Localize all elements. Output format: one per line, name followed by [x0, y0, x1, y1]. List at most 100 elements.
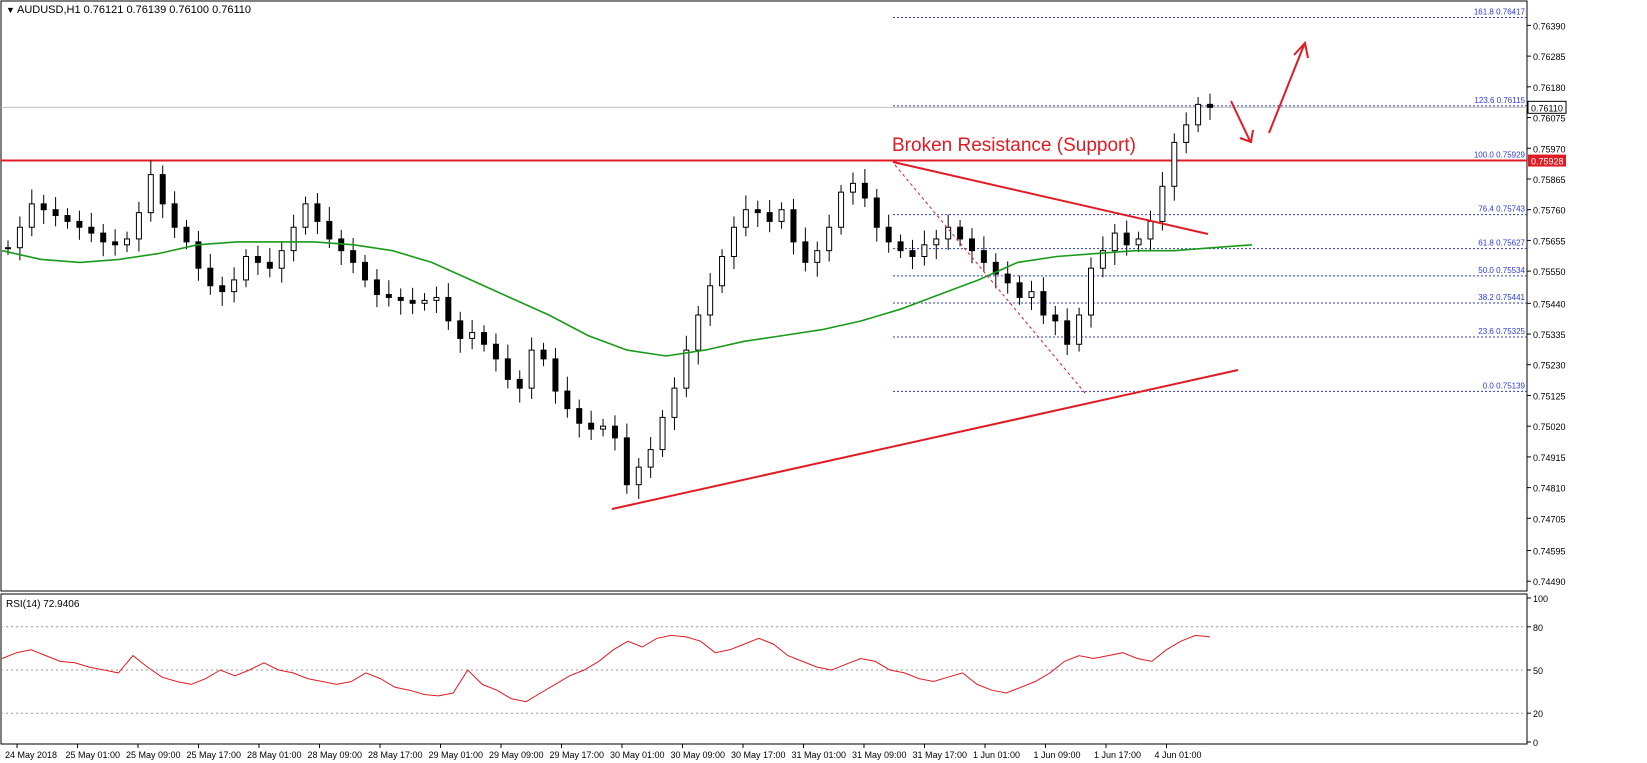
- candle-body: [397, 296, 404, 301]
- candle-body: [671, 387, 678, 418]
- candle-body: [516, 378, 523, 389]
- candle-body: [766, 212, 773, 222]
- candle-body: [195, 241, 202, 269]
- candle-body: [171, 203, 178, 228]
- candle-body: [1016, 282, 1023, 298]
- candle-body: [564, 390, 571, 410]
- fib-level-label: 38.2 0.75441: [1478, 293, 1525, 302]
- candle-body: [719, 256, 726, 287]
- candle-body: [481, 332, 488, 345]
- rsi-plot-frame: [0, 593, 1528, 745]
- x-tick-label: 1 Jun 17:00: [1094, 750, 1141, 760]
- candle-body: [1195, 103, 1202, 126]
- rsi-label: RSI(14) 72.9406: [6, 599, 80, 610]
- candle-body: [600, 425, 607, 430]
- candle-body: [64, 215, 71, 222]
- y-tick-label: 0.75970: [1533, 144, 1566, 154]
- candle-body: [695, 314, 702, 351]
- candle-body: [124, 238, 131, 246]
- x-tick-label: 28 May 09:00: [308, 750, 363, 760]
- candle-body: [778, 209, 785, 222]
- candle-body: [183, 226, 190, 243]
- candle-body: [635, 466, 642, 486]
- candle-body: [861, 182, 868, 199]
- candle-body: [885, 226, 892, 243]
- x-tick-label: 24 May 2018: [5, 750, 57, 760]
- candle-body: [1076, 314, 1083, 345]
- candle-body: [135, 212, 142, 240]
- candle-body: [826, 226, 833, 252]
- chart-header-arrow-icon[interactable]: ▼: [6, 5, 15, 15]
- candle-body: [1087, 267, 1094, 316]
- candle-body: [945, 226, 952, 240]
- candle-body: [278, 250, 285, 269]
- y-tick-label: 0.76180: [1533, 83, 1566, 93]
- x-tick-label: 30 May 09:00: [671, 750, 726, 760]
- resistance-price-label: 0.75928: [1531, 157, 1564, 167]
- candle-body: [1123, 232, 1130, 246]
- candle-body: [1004, 273, 1011, 284]
- moving-average-line: [1, 241, 1253, 357]
- candle-body: [659, 416, 666, 451]
- candle-body: [790, 209, 797, 243]
- x-tick-label: 30 May 01:00: [610, 750, 665, 760]
- fib-level-label: 161.8 0.76417: [1474, 8, 1526, 17]
- fib-level-label: 23.6 0.75325: [1478, 327, 1525, 336]
- candle-body: [1147, 220, 1154, 240]
- candle-body: [1052, 314, 1059, 322]
- candle-body: [16, 226, 23, 249]
- x-tick-label: 29 May 17:00: [550, 750, 605, 760]
- candle-body: [504, 358, 511, 380]
- fib-level-label: 76.4 0.75743: [1478, 205, 1525, 214]
- candle-body: [421, 299, 428, 304]
- candle-body: [1099, 250, 1106, 269]
- candle-body: [992, 261, 999, 275]
- candle-body: [266, 261, 273, 269]
- candle-body: [433, 296, 440, 301]
- candle-body: [445, 296, 452, 322]
- candle-body: [849, 182, 856, 193]
- x-tick-label: 31 May 17:00: [913, 750, 968, 760]
- candle-body: [707, 285, 714, 316]
- down-arrow-icon: [1230, 100, 1254, 144]
- candle-body: [873, 197, 880, 228]
- candle-body: [159, 174, 166, 205]
- resistance-price-badge: [1528, 154, 1566, 167]
- candle-body: [611, 425, 618, 439]
- candle-body: [528, 349, 535, 389]
- y-tick-label: 0.74915: [1533, 453, 1566, 463]
- candle-body: [409, 299, 416, 304]
- rsi-tick-label: 80: [1533, 623, 1543, 633]
- candle-body: [576, 408, 583, 424]
- candle-body: [814, 250, 821, 263]
- y-tick-label: 0.76285: [1533, 52, 1566, 62]
- fib-diagonal-line: [894, 164, 1086, 394]
- x-tick-label: 29 May 09:00: [489, 750, 544, 760]
- fib-level-label: 100.0 0.75929: [1474, 150, 1526, 159]
- candle-body: [326, 220, 333, 240]
- candle-body: [373, 279, 380, 296]
- candle-body: [100, 232, 107, 243]
- up-arrow-icon: [1268, 40, 1309, 134]
- rsi-tick-label: 50: [1533, 666, 1543, 676]
- y-tick-label: 0.75655: [1533, 236, 1566, 246]
- current-price-badge: [1527, 100, 1567, 114]
- x-tick-label: 1 Jun 09:00: [1034, 750, 1081, 760]
- candle-body: [1159, 185, 1166, 222]
- candle-body: [40, 203, 47, 211]
- y-tick-label: 0.75440: [1533, 299, 1566, 309]
- candle-body: [112, 241, 119, 246]
- falling-trendline: [892, 161, 1209, 235]
- fib-level-label: 0.0 0.75139: [1483, 381, 1526, 390]
- x-tick-label: 28 May 01:00: [247, 750, 302, 760]
- y-tick-label: 0.75020: [1533, 422, 1566, 432]
- candle-body: [1135, 238, 1142, 246]
- candle-body: [88, 226, 95, 234]
- y-tick-label: 0.75865: [1533, 175, 1566, 185]
- rising-trendline: [611, 369, 1239, 510]
- x-tick-label: 30 May 17:00: [731, 750, 786, 760]
- x-tick-label: 25 May 01:00: [66, 750, 121, 760]
- y-tick-label: 0.75230: [1533, 361, 1566, 371]
- main-plot-frame: [0, 0, 1528, 592]
- candle-body: [254, 256, 261, 263]
